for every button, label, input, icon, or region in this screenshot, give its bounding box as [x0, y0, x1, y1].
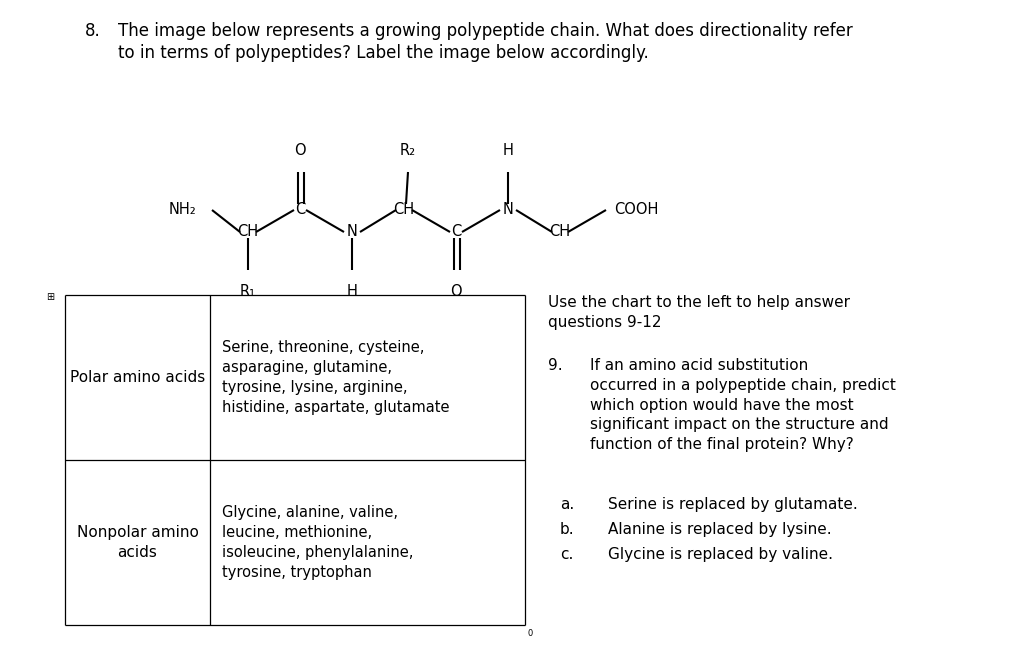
Text: Polar amino acids: Polar amino acids	[70, 370, 205, 385]
Text: N: N	[503, 203, 513, 217]
Text: Alanine is replaced by lysine.: Alanine is replaced by lysine.	[608, 522, 831, 537]
Text: ⊞: ⊞	[46, 292, 54, 302]
Text: C: C	[295, 203, 305, 217]
Text: to in terms of polypeptides? Label the image below accordingly.: to in terms of polypeptides? Label the i…	[118, 44, 649, 62]
Text: O: O	[294, 143, 306, 158]
Text: If an amino acid substitution
occurred in a polypeptide chain, predict
which opt: If an amino acid substitution occurred i…	[590, 358, 896, 452]
Text: R₁: R₁	[240, 284, 256, 299]
Text: Serine is replaced by glutamate.: Serine is replaced by glutamate.	[608, 497, 858, 512]
Text: CH: CH	[393, 203, 415, 217]
Text: 8.: 8.	[85, 22, 100, 40]
Text: CH: CH	[238, 224, 259, 239]
Text: a.: a.	[560, 497, 574, 512]
Text: The image below represents a growing polypeptide chain. What does directionality: The image below represents a growing pol…	[118, 22, 853, 40]
Text: Glycine is replaced by valine.: Glycine is replaced by valine.	[608, 547, 833, 562]
Text: NH₂: NH₂	[168, 203, 196, 217]
Text: Nonpolar amino
acids: Nonpolar amino acids	[77, 525, 199, 560]
Text: H: H	[346, 284, 357, 299]
Text: b.: b.	[560, 522, 574, 537]
Text: H: H	[503, 143, 513, 158]
Text: 9.: 9.	[548, 358, 562, 373]
Text: C: C	[451, 224, 461, 239]
Text: O: O	[451, 284, 462, 299]
Text: R₂: R₂	[400, 143, 416, 158]
Text: 0: 0	[527, 629, 532, 638]
Text: CH: CH	[550, 224, 570, 239]
Text: COOH: COOH	[614, 203, 658, 217]
Text: Glycine, alanine, valine,
leucine, methionine,
isoleucine, phenylalanine,
tyrosi: Glycine, alanine, valine, leucine, methi…	[222, 505, 414, 580]
Text: N: N	[346, 224, 357, 239]
Text: Serine, threonine, cysteine,
asparagine, glutamine,
tyrosine, lysine, arginine,
: Serine, threonine, cysteine, asparagine,…	[222, 341, 450, 415]
Text: Use the chart to the left to help answer
questions 9-12: Use the chart to the left to help answer…	[548, 295, 850, 330]
Text: c.: c.	[560, 547, 573, 562]
